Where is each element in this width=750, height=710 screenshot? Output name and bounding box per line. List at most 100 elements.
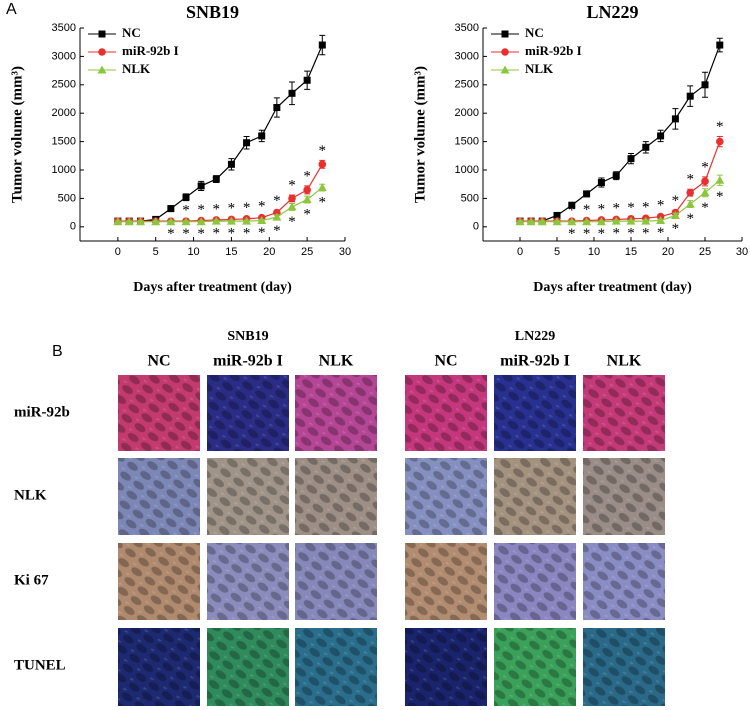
significance-mark: * — [701, 200, 709, 216]
significance-mark: * — [716, 189, 724, 205]
micrograph-texture — [494, 543, 576, 620]
row-label: NLK — [14, 487, 47, 503]
significance-mark: * — [627, 200, 635, 216]
row-label: TUNEL — [14, 657, 66, 673]
x-tick-label: 15 — [625, 246, 637, 258]
marker — [287, 202, 297, 211]
y-tick-label: 3000 — [52, 50, 76, 62]
significance-mark: * — [627, 225, 635, 241]
legend-label: miR-92b I — [122, 43, 179, 58]
marker — [701, 177, 709, 186]
marker — [657, 132, 665, 140]
significance-mark: * — [228, 225, 236, 241]
y-tick-label: 2500 — [455, 79, 479, 91]
marker — [302, 195, 312, 204]
micrograph-texture — [494, 458, 576, 535]
y-tick-label: 2000 — [455, 107, 479, 119]
marker — [227, 160, 235, 168]
x-tick-label: 25 — [301, 246, 313, 258]
column-header: miR-92b I — [213, 353, 283, 370]
y-tick-label: 1000 — [52, 164, 76, 176]
significance-mark: * — [303, 168, 311, 184]
marker — [582, 217, 592, 226]
micrograph-texture — [118, 543, 200, 620]
marker — [686, 92, 694, 100]
marker — [318, 41, 326, 49]
micrograph-texture — [118, 628, 200, 706]
micrograph-texture — [207, 628, 289, 706]
significance-mark: * — [716, 119, 724, 135]
significance-mark: * — [243, 200, 251, 216]
significance-mark: * — [568, 203, 576, 219]
micrograph-texture — [494, 628, 576, 706]
significance-mark: * — [182, 226, 190, 242]
marker — [612, 172, 620, 180]
significance-mark: * — [182, 203, 190, 219]
micrograph-texture — [405, 375, 487, 451]
marker — [212, 175, 220, 183]
micrograph-texture — [494, 375, 576, 451]
marker — [596, 217, 606, 226]
legend-label: NC — [525, 25, 544, 40]
significance-mark: * — [167, 203, 175, 219]
legend-label: NLK — [122, 61, 151, 76]
x-tick-label: 0 — [115, 246, 121, 258]
marker — [597, 178, 605, 186]
y-tick-label: 500 — [461, 192, 479, 204]
marker — [537, 217, 547, 226]
legend-label: miR-92b I — [525, 43, 582, 58]
marker — [671, 115, 679, 123]
y-tick-label: 3000 — [455, 50, 479, 62]
significance-mark: * — [583, 202, 591, 218]
marker — [257, 216, 267, 225]
marker — [567, 217, 577, 226]
row-label: Ki 67 — [14, 572, 49, 588]
marker — [641, 216, 651, 225]
marker — [318, 160, 327, 169]
micrograph-texture — [295, 375, 377, 451]
column-header: NC — [434, 353, 457, 370]
column-header: NLK — [607, 353, 642, 370]
micrograph-texture — [207, 375, 289, 451]
y-tick-label: 2000 — [52, 107, 76, 119]
significance-mark: * — [167, 226, 175, 242]
column-header: miR-92b I — [500, 353, 570, 370]
x-axis-label: Days after treatment (day) — [533, 280, 692, 295]
marker — [583, 190, 591, 198]
micrograph-texture — [118, 375, 200, 451]
legend-marker — [98, 30, 106, 38]
micrograph-texture — [583, 543, 665, 620]
marker — [272, 212, 282, 221]
group-title: SNB19 — [227, 329, 268, 344]
legend-label: NC — [122, 25, 141, 40]
marker — [197, 182, 205, 190]
y-tick-label: 3500 — [52, 22, 76, 34]
marker — [196, 217, 206, 226]
marker — [242, 216, 252, 225]
y-tick-label: 500 — [58, 192, 76, 204]
marker — [701, 81, 709, 89]
marker — [151, 217, 161, 226]
significance-mark: * — [273, 193, 281, 209]
significance-mark: * — [686, 211, 694, 227]
significance-mark: * — [642, 200, 650, 216]
significance-mark: * — [319, 194, 327, 210]
marker — [627, 155, 635, 163]
x-tick-label: 30 — [339, 246, 351, 258]
legend-marker — [97, 65, 107, 74]
legend-marker — [501, 48, 509, 56]
marker — [642, 143, 650, 151]
x-tick-label: 20 — [263, 246, 275, 258]
marker — [611, 216, 621, 225]
marker — [626, 216, 636, 225]
marker — [686, 188, 694, 197]
marker — [685, 199, 695, 208]
micrograph-texture — [207, 458, 289, 535]
x-tick-label: 10 — [588, 246, 600, 258]
group-title: LN229 — [515, 329, 555, 344]
marker — [303, 186, 311, 194]
micrograph-texture — [295, 628, 377, 706]
marker — [258, 132, 266, 140]
marker — [181, 217, 191, 226]
row-label: miR-92b — [14, 404, 70, 420]
